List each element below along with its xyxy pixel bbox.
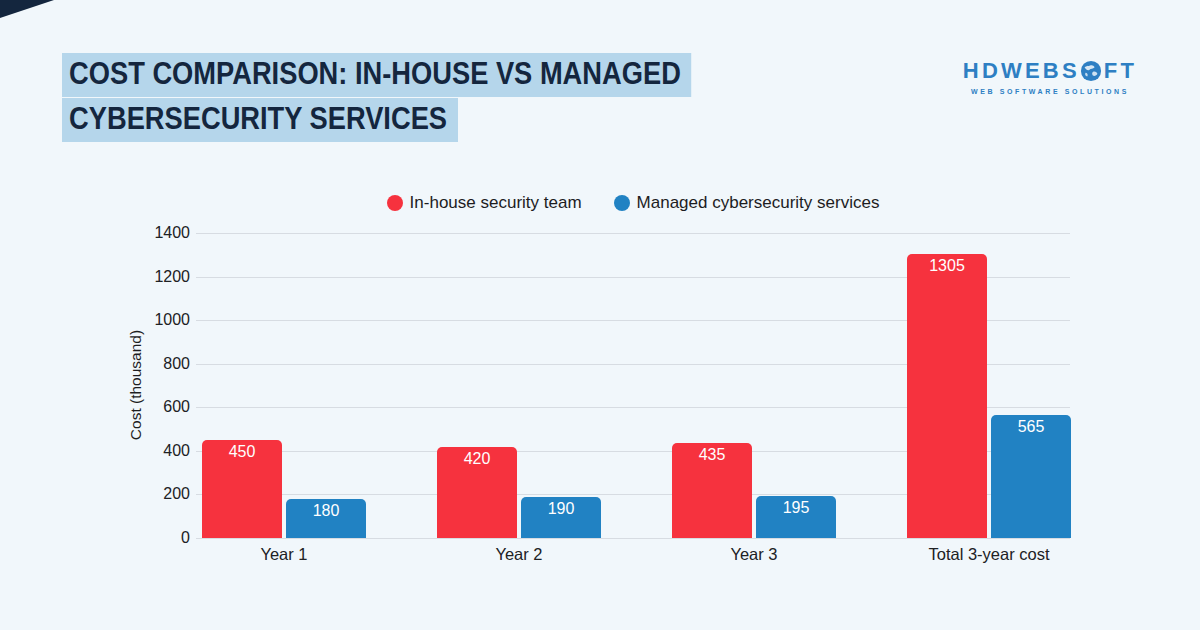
bar: 420 (437, 447, 517, 539)
bar-value-label: 180 (286, 502, 366, 520)
y-tick-label: 400 (130, 442, 190, 460)
y-axis-title: Cost (thousand) (127, 330, 145, 440)
bar: 190 (521, 497, 601, 538)
x-tick-label: Year 1 (184, 545, 384, 564)
legend-dot (387, 195, 403, 211)
legend-item: Managed cybersecurity services (614, 193, 880, 213)
y-tick-label: 800 (130, 355, 190, 373)
globe-icon (1080, 60, 1102, 82)
title-line-2: CYBERSECURITY SERVICES (62, 98, 458, 142)
page-title: COST COMPARISON: IN-HOUSE VS MANAGED CYB… (62, 53, 777, 143)
legend-label: Managed cybersecurity services (637, 193, 880, 213)
bar-value-label: 450 (202, 443, 282, 461)
logo-tagline: WEB SOFTWARE SOLUTIONS (962, 88, 1138, 95)
y-tick-label: 1000 (130, 311, 190, 329)
bar-value-label: 420 (437, 450, 517, 468)
chart-legend: In-house security team Managed cybersecur… (196, 193, 1070, 213)
gridline (196, 538, 1070, 539)
bar-value-label: 565 (991, 418, 1071, 436)
gridline (196, 233, 1070, 234)
logo-text-post: FT (1104, 58, 1137, 84)
title-line-1: COST COMPARISON: IN-HOUSE VS MANAGED (62, 53, 691, 97)
bar: 180 (286, 499, 366, 538)
bar: 450 (202, 440, 282, 538)
logo-wordmark: HDWEBS FT (962, 58, 1138, 84)
y-tick-label: 1200 (130, 268, 190, 286)
legend-label: In-house security team (410, 193, 582, 213)
bar-value-label: 195 (756, 499, 836, 517)
y-tick-label: 1400 (130, 224, 190, 242)
legend-item: In-house security team (387, 193, 582, 213)
bar-chart-plot-area: 0200400600800100012001400450180Year 1420… (196, 233, 1070, 538)
legend-dot (614, 195, 630, 211)
corner-decoration (0, 0, 54, 18)
logo-text-pre: HDWEBS (963, 58, 1080, 84)
bar-value-label: 435 (672, 446, 752, 464)
x-tick-label: Year 3 (654, 545, 854, 564)
y-tick-label: 0 (130, 529, 190, 547)
hdwebsoft-logo: HDWEBS FT WEB SOFTWARE SOLUTIONS (962, 58, 1138, 95)
x-tick-label: Year 2 (419, 545, 619, 564)
bar-value-label: 190 (521, 500, 601, 518)
bar: 435 (672, 443, 752, 538)
bar: 1305 (907, 254, 987, 538)
x-tick-label: Total 3-year cost (889, 545, 1089, 564)
bar: 565 (991, 415, 1071, 538)
bar-value-label: 1305 (907, 257, 987, 275)
bar: 195 (756, 496, 836, 538)
y-tick-label: 200 (130, 485, 190, 503)
y-tick-label: 600 (130, 398, 190, 416)
